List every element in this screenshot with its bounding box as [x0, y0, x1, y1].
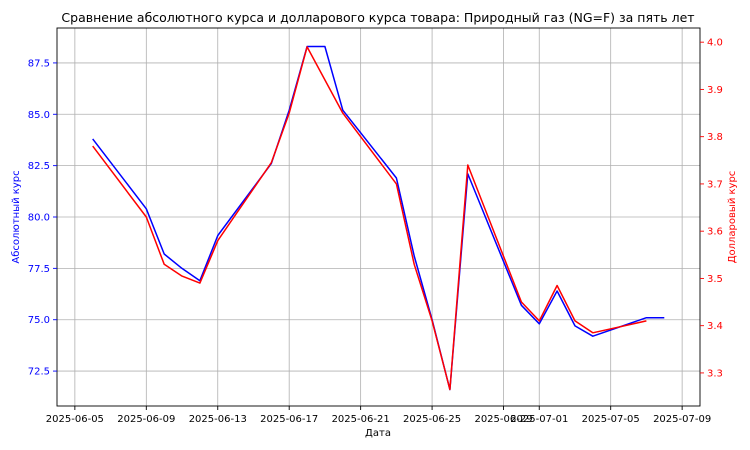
x-tick-label: 2025-07-09 [653, 414, 711, 425]
y-right-tick-label: 3.6 [707, 227, 723, 238]
x-tick-label: 2025-06-25 [403, 414, 461, 425]
y-left-tick-label: 75.0 [28, 315, 50, 326]
y-left-tick-label: 72.5 [28, 367, 50, 378]
y-right-tick-label: 4.0 [707, 38, 723, 49]
y-right-tick-label: 3.8 [707, 132, 723, 143]
x-tick-label: 2025-07-05 [582, 414, 640, 425]
chart-title: Сравнение абсолютного курса и долларовог… [61, 10, 694, 25]
x-tick-label: 2025-06-21 [332, 414, 390, 425]
series [92, 45, 665, 391]
y-right-tick-label: 3.4 [707, 321, 723, 332]
y-left-tick-label: 85.0 [28, 110, 50, 121]
y-left-tick-label: 80.0 [28, 213, 50, 224]
axes: 2025-06-05 2025-06-09 2025-06-13 2025-06-17… [28, 38, 723, 425]
grid [57, 28, 700, 406]
series-line-dollar [92, 46, 647, 391]
y-left-tick-label: 87.5 [28, 58, 50, 69]
x-tick-label: 2025-06-13 [189, 414, 247, 425]
x-tick-label: 2025-06-09 [117, 414, 175, 425]
y-right-tick-label: 3.3 [707, 368, 723, 379]
y-right-tick-label: 3.7 [707, 179, 723, 190]
y-axis-right-label: Долларовый курс [727, 171, 738, 264]
y-left-tick-label: 77.5 [28, 264, 50, 275]
x-tick-label: 2025-06-29 [474, 414, 532, 425]
x-axis-label: Дата [365, 428, 391, 439]
y-axis-left-label: Абсолютный курс [11, 170, 22, 263]
y-right-tick-label: 3.9 [707, 85, 723, 96]
x-tick-label: 2025-07-01 [510, 414, 568, 425]
y-right-tick-label: 3.5 [707, 274, 723, 285]
x-tick-label: 2025-06-17 [260, 414, 318, 425]
y-left-tick-label: 82.5 [28, 161, 50, 172]
series-line-absolute [92, 45, 665, 391]
x-tick-label: 2025-06-05 [46, 414, 104, 425]
